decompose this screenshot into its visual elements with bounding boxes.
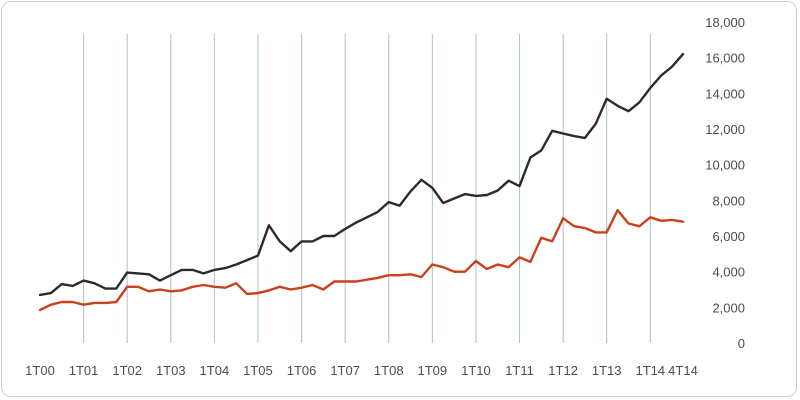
- y-tick-label: 6,000: [712, 229, 745, 244]
- x-tick-label: 1T01: [69, 363, 99, 378]
- x-tick-label: 1T02: [112, 363, 142, 378]
- x-tick-label: 1T05: [243, 363, 273, 378]
- x-tick-label: 4T14: [668, 363, 698, 378]
- y-tick-label: 18,000: [705, 15, 745, 30]
- y-tick-label: 16,000: [705, 51, 745, 66]
- x-tick-label: 1T03: [156, 363, 186, 378]
- x-tick-label: 1T09: [418, 363, 448, 378]
- y-axis-tick-labels: 0 2,000 4,000 6,000 8,000 10,000 12,000 14,000 1…: [705, 15, 745, 351]
- y-tick-label: 12,000: [705, 122, 745, 137]
- x-axis-tick-labels: 1T00 1T01 1T02 1T03 1T04 1T05 1T06 1T07 1T08 1T09…: [25, 363, 698, 378]
- x-tick-label: 1T00: [25, 363, 55, 378]
- y-tick-label: 4,000: [712, 265, 745, 280]
- y-tick-label: 8,000: [712, 193, 745, 208]
- y-tick-label: 0: [738, 336, 745, 351]
- y-tick-label: 10,000: [705, 158, 745, 173]
- x-tick-label: 1T11: [505, 363, 534, 378]
- x-tick-label: 1T12: [548, 363, 578, 378]
- x-tick-label: 1T14: [635, 363, 665, 378]
- x-tick-label: 1T10: [461, 363, 491, 378]
- x-tick-label: 1T07: [330, 363, 360, 378]
- y-tick-label: 14,000: [705, 86, 745, 101]
- series-line-1: [38, 52, 685, 297]
- x-tick-label: 1T04: [200, 363, 230, 378]
- y-tick-label: 2,000: [712, 300, 745, 315]
- x-tick-label: 1T13: [592, 363, 622, 378]
- x-tick-label: 1T06: [287, 363, 317, 378]
- series-lines: [38, 52, 685, 312]
- series-line-2: [38, 208, 685, 312]
- x-tick-label: 1T08: [374, 363, 404, 378]
- vertical-gridlines: [83, 34, 651, 343]
